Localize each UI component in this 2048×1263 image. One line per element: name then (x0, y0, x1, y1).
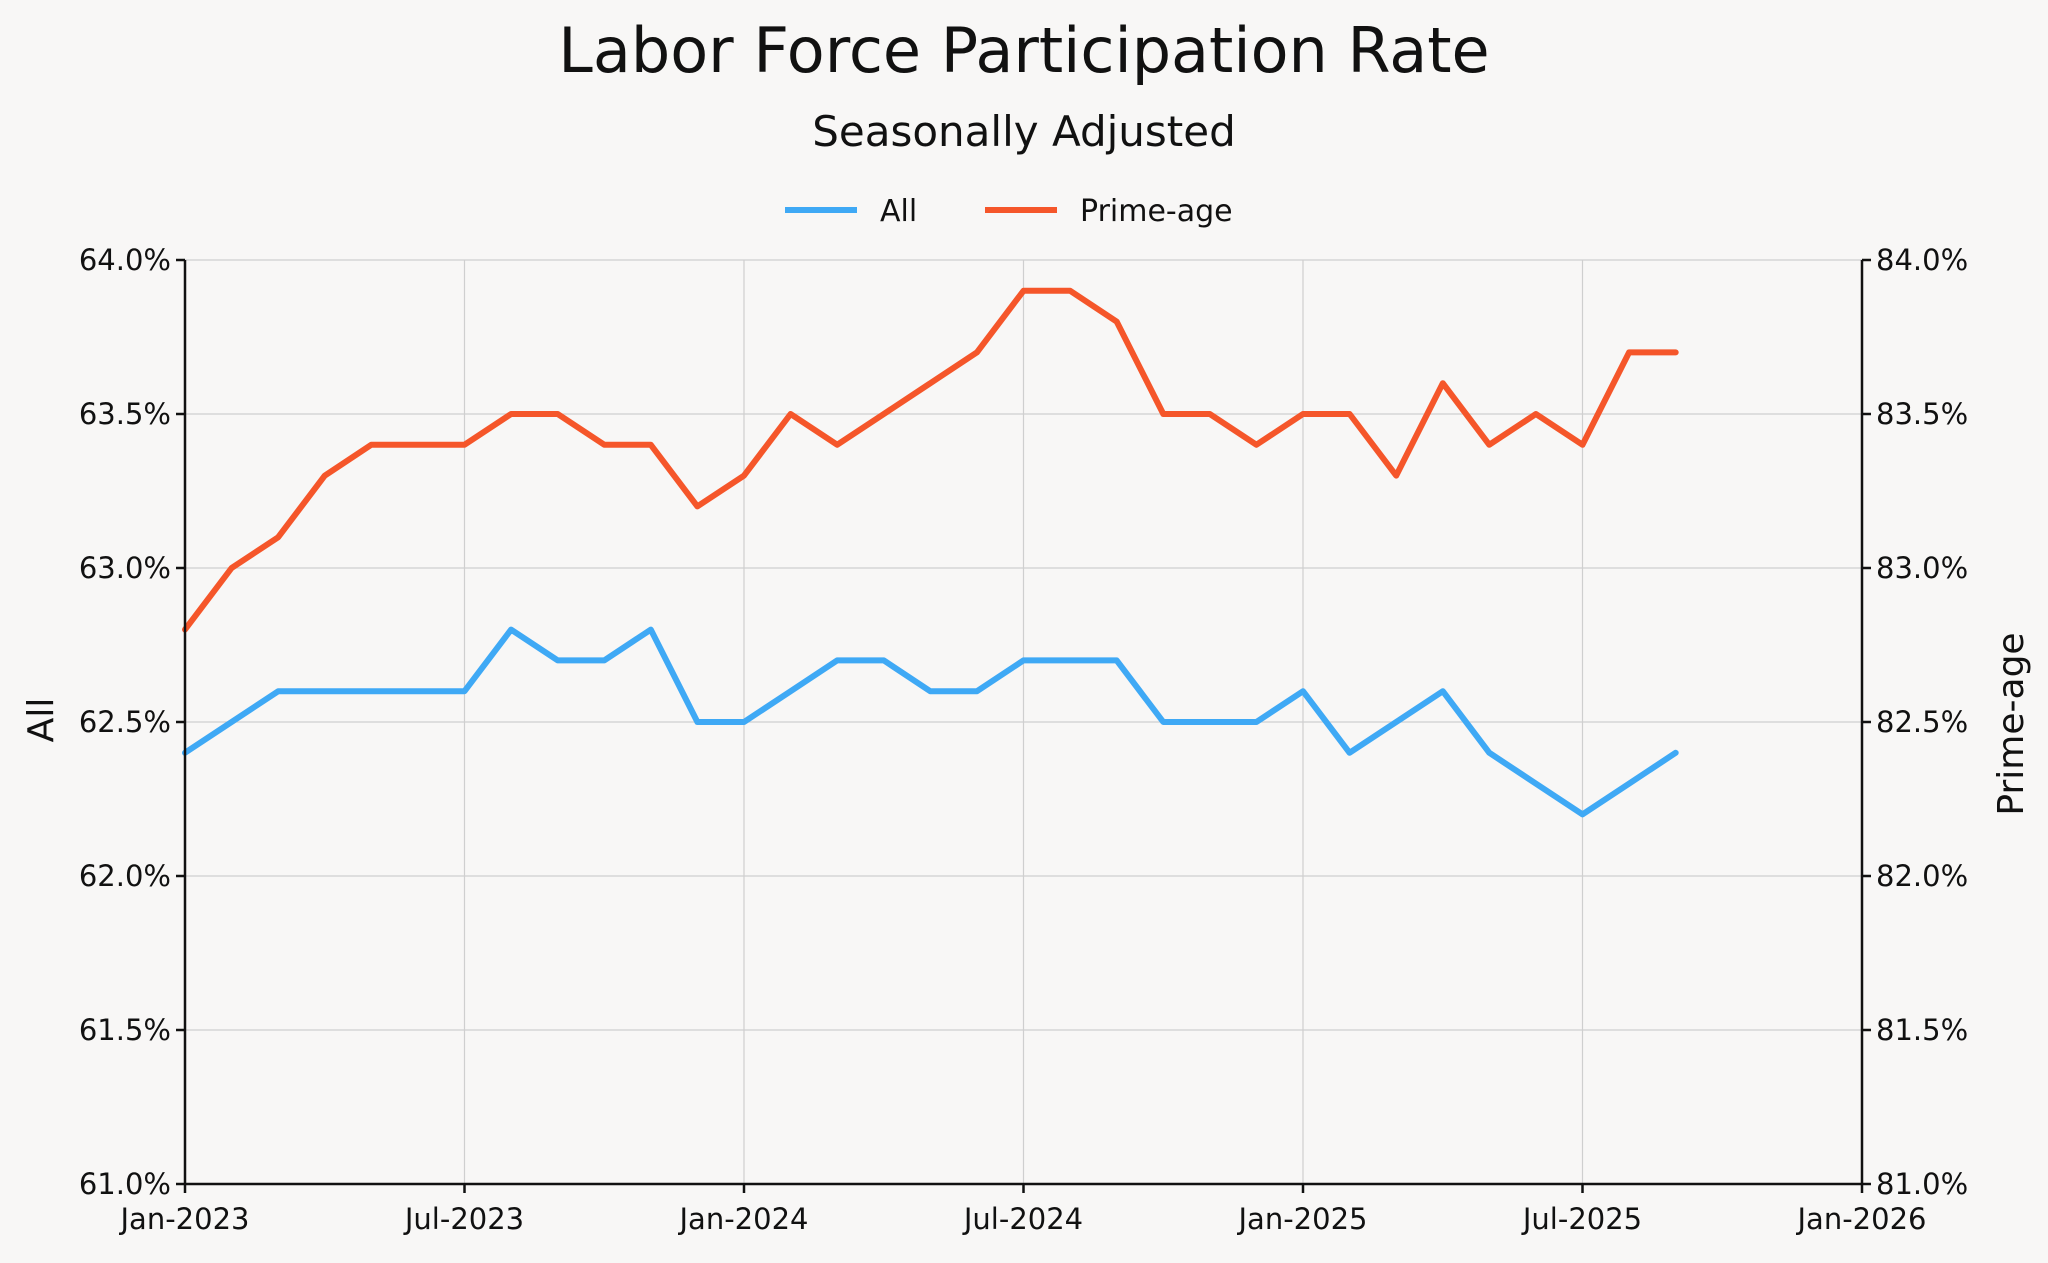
legend-label: Prime-age (1080, 194, 1233, 229)
legend-label: All (880, 194, 917, 229)
x-tick-label: Jul-2024 (962, 1202, 1083, 1236)
right-y-tick-label: 81.5% (1876, 1013, 1968, 1047)
right-y-tick-label: 82.5% (1876, 705, 1968, 739)
left-y-tick-label: 62.0% (79, 859, 171, 893)
left-y-tick-label: 61.0% (79, 1167, 171, 1201)
chart-subtitle: Seasonally Adjusted (812, 107, 1236, 156)
left-y-tick-label: 61.5% (79, 1013, 171, 1047)
x-tick-label: Jan-2026 (1796, 1202, 1927, 1236)
right-y-tick-label: 83.5% (1876, 397, 1968, 431)
right-y-tick-label: 84.0% (1876, 243, 1968, 277)
series-line-prime-age (182, 287, 1679, 633)
gridlines (184, 259, 1863, 1185)
right-y-tick-label: 82.0% (1876, 859, 1968, 893)
x-tick-label: Jul-2023 (403, 1202, 524, 1236)
left-axis-label: All (21, 698, 62, 743)
left-y-tick-label: 64.0% (79, 243, 171, 277)
legend: All Prime-age (785, 194, 1233, 229)
right-y-tick-label: 81.0% (1876, 1167, 1968, 1201)
tick-labels: 61.0% 61.5% 62.0% 62.5% 63.0% 63.5% 64.0% 81.0%… (79, 243, 1968, 1236)
x-tick-label: Jan-2024 (678, 1202, 809, 1236)
right-y-tick-label: 83.0% (1876, 551, 1968, 585)
right-axis-label: Prime-age (1991, 632, 2032, 815)
x-tick-label: Jul-2025 (1521, 1202, 1642, 1236)
left-y-tick-label: 62.5% (79, 705, 171, 739)
chart-title: Labor Force Participation Rate (558, 14, 1489, 87)
axes (176, 258, 1871, 1193)
series-lines (182, 287, 1679, 818)
series-line-all (182, 626, 1679, 818)
left-y-tick-label: 63.5% (79, 397, 171, 431)
x-tick-label: Jan-2023 (119, 1202, 250, 1236)
left-y-tick-label: 63.0% (79, 551, 171, 585)
x-tick-label: Jan-2025 (1237, 1202, 1368, 1236)
